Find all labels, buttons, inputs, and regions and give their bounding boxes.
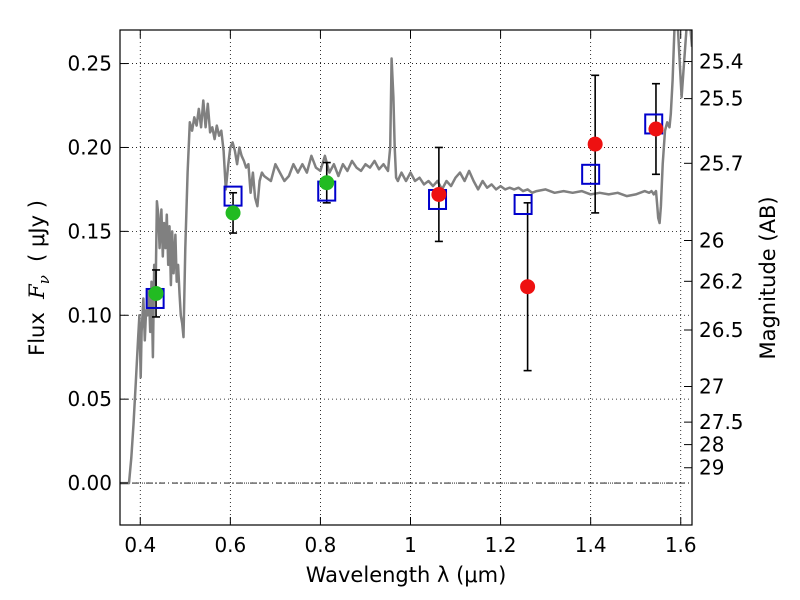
model-spectrum-line [120, 30, 692, 485]
observed-flux-point [587, 136, 603, 152]
magnitude-tick-label: 25.7 [699, 151, 744, 175]
observed-flux-point [319, 175, 335, 191]
x-tick-label: 1.4 [575, 533, 607, 557]
y-axis-title-symbol: F [25, 283, 49, 300]
observed-flux-point [225, 205, 241, 221]
y-tick-label: 0.25 [67, 52, 112, 76]
observed-flux-point [520, 279, 536, 295]
magnitude-tick-label: 26 [699, 228, 724, 252]
observed-flux-point [648, 121, 664, 137]
observed-flux-point [148, 285, 164, 301]
y-axis-title-post: ( μJy ) [25, 200, 49, 275]
model-flux-square [581, 163, 601, 185]
y-tick-label: 0.10 [67, 303, 112, 327]
y-tick-label: 0.00 [67, 471, 112, 495]
y-tick-label: 0.15 [67, 219, 112, 243]
magnitude-tick-label: 27.5 [699, 410, 744, 434]
x-tick-label: 1.6 [665, 533, 697, 557]
x-tick-label: 0.8 [305, 533, 337, 557]
y2-axis-title: Magnitude (AB) [756, 196, 780, 359]
plot-frame [119, 29, 693, 526]
x-tick-label: 1 [404, 533, 417, 557]
magnitude-tick-label: 28 [699, 433, 724, 457]
y-axis-title-subscript: ν [35, 275, 53, 284]
x-tick-label: 0.4 [124, 533, 156, 557]
x-tick-label: 1.2 [485, 533, 517, 557]
y-tick-label: 0.20 [67, 135, 112, 159]
observed-points [148, 121, 664, 301]
magnitude-tick-label: 25.5 [699, 87, 744, 111]
magnitude-tick-label: 29 [699, 456, 724, 480]
axis-ticks: 0.4 0.6 0.8 1 1.2 1.4 1.6 0.00 0.05 0.10 0.15 0.20 0… [67, 30, 744, 557]
observed-flux-point [431, 186, 447, 202]
y-axis-title: Flux Fν ( μJy ) [25, 200, 53, 356]
y-tick-label: 0.05 [67, 387, 112, 411]
magnitude-tick-label: 26.2 [699, 269, 744, 293]
magnitude-tick-label: 27 [699, 374, 724, 398]
magnitude-tick-label: 26.5 [699, 318, 744, 342]
x-axis-title: Wavelength λ (μm) [306, 563, 507, 587]
model-spectrum [120, 30, 692, 485]
grid [120, 30, 692, 525]
magnitude-tick-label: 25.4 [699, 50, 744, 74]
model-flux-square [513, 194, 533, 216]
y-axis-title-pre: Flux [25, 299, 49, 356]
x-tick-label: 0.6 [214, 533, 246, 557]
